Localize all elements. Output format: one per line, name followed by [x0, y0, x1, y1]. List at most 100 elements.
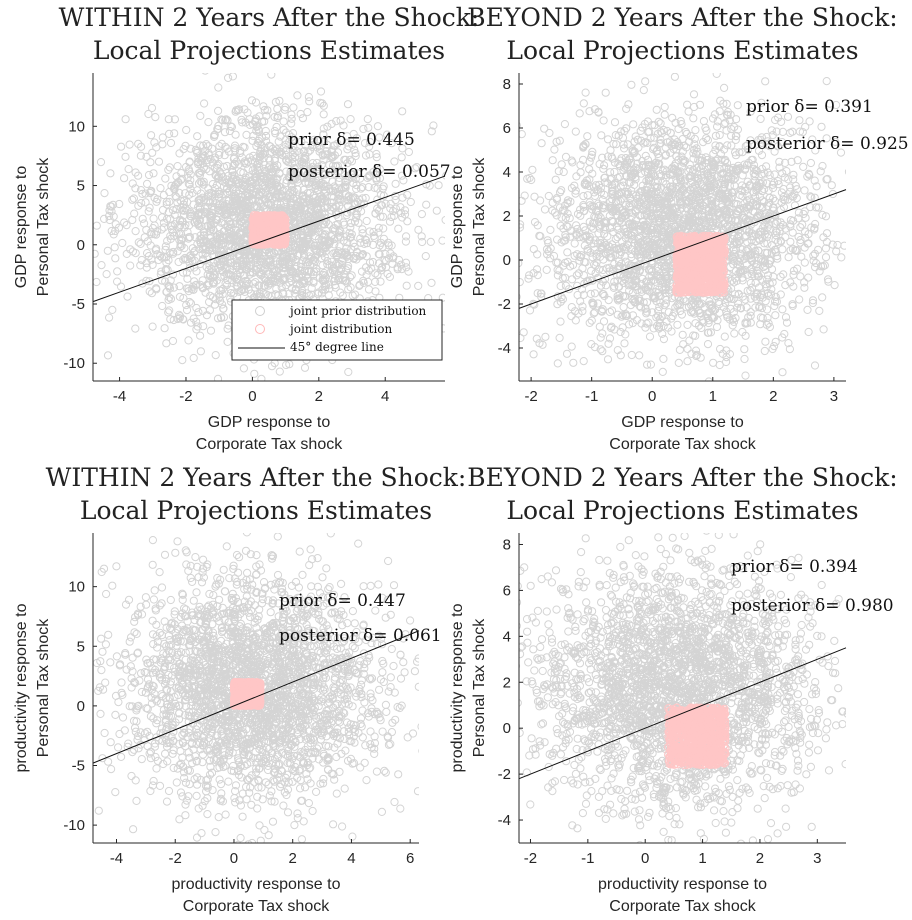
prior-point [206, 270, 215, 279]
prior-point [158, 133, 167, 142]
prior-point [800, 283, 809, 292]
prior-point [374, 250, 383, 259]
prior-point [230, 159, 240, 168]
prior-point [519, 278, 524, 287]
prior-point [258, 188, 267, 197]
prior-point [96, 158, 106, 167]
legend-prior-marker [255, 306, 265, 316]
prior-point [204, 279, 213, 288]
prior-point [205, 189, 214, 198]
prior-point [170, 210, 179, 219]
prior-point [196, 347, 205, 356]
prior-point [304, 92, 313, 102]
prior-point [789, 282, 798, 291]
prior-point [867, 194, 874, 201]
prior-point [279, 263, 288, 272]
prior-point [179, 294, 188, 303]
prior-point [309, 221, 318, 230]
prior-point [303, 108, 312, 117]
y-axis-label: Personal Tax shock [35, 157, 52, 296]
prior-point [585, 217, 594, 226]
prior-point [161, 242, 170, 251]
prior-point [226, 294, 235, 303]
prior-point [228, 73, 237, 81]
prior-point [402, 232, 411, 241]
prior-point [417, 210, 426, 219]
prior-point [273, 112, 282, 121]
prior-point [291, 255, 301, 264]
x-tick-label: -4 [113, 388, 126, 405]
prior-point [190, 246, 199, 256]
prior-point [144, 207, 153, 216]
prior-point [237, 210, 246, 220]
prior-point [330, 182, 339, 191]
prior-point [167, 225, 176, 234]
prior-point [571, 127, 580, 136]
joint-point [274, 238, 283, 247]
prior-point [703, 340, 713, 349]
prior-point [579, 99, 588, 108]
prior-point [389, 252, 398, 261]
prior-point [264, 281, 273, 290]
prior-point [332, 208, 341, 217]
prior-point [134, 139, 143, 148]
prior-point [305, 291, 314, 300]
prior-point [604, 296, 613, 305]
prior-point [313, 289, 322, 298]
prior-point [239, 201, 249, 210]
prior-point [191, 145, 200, 154]
prior-point [125, 140, 134, 149]
prior-point [172, 180, 181, 189]
prior-point [343, 138, 352, 147]
prior-point [345, 228, 354, 237]
prior-point [85, 250, 92, 257]
prior-point [131, 184, 140, 193]
y-axis-label: GDP response to [13, 166, 30, 289]
prior-point [798, 128, 807, 137]
prior-point [143, 179, 152, 188]
prior-point [401, 237, 410, 246]
prior-point [128, 179, 137, 188]
prior-point [603, 355, 613, 364]
prior-point [290, 173, 299, 182]
prior-point [309, 276, 318, 285]
prior-point [261, 126, 270, 136]
joint-point [266, 231, 275, 240]
prior-point [385, 217, 395, 226]
prior-point [307, 168, 316, 177]
prior-point [276, 149, 285, 158]
prior-point [300, 363, 310, 372]
prior-point [296, 271, 306, 280]
prior-point [302, 271, 311, 281]
prior-point [347, 230, 356, 239]
prior-point [799, 162, 808, 171]
prior-point [85, 196, 92, 203]
prior-point [130, 209, 139, 218]
prior-point [144, 109, 153, 119]
prior-point [120, 218, 129, 227]
chart-title: WITHIN 2 Years After the Shock: [59, 3, 480, 32]
prior-point [210, 271, 219, 280]
prior-point [313, 247, 322, 256]
prior-point [244, 202, 253, 211]
prior-point [213, 314, 223, 323]
prior-point [180, 223, 189, 232]
prior-point [158, 213, 167, 222]
prior-point [318, 150, 327, 159]
prior-point [231, 146, 240, 155]
prior-point [338, 276, 348, 285]
prior-point [341, 183, 350, 192]
prior-point [175, 310, 184, 319]
prior-point [619, 303, 628, 312]
prior-point [620, 339, 629, 348]
prior-point [128, 195, 137, 204]
prior-point [289, 142, 298, 151]
prior-point [683, 320, 692, 329]
prior-point [136, 261, 145, 270]
prior-point [320, 189, 329, 198]
prior-point [391, 179, 400, 188]
prior-point [365, 142, 374, 151]
prior-point [239, 364, 248, 373]
prior-point [212, 215, 221, 224]
